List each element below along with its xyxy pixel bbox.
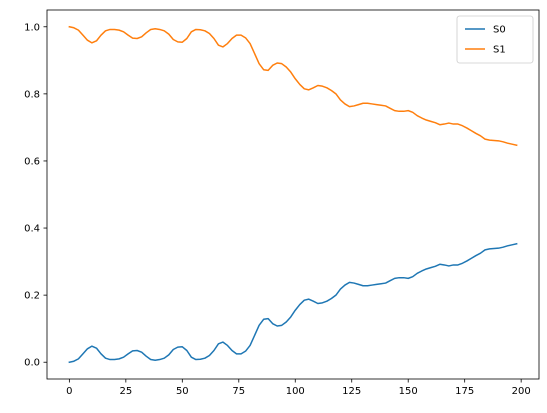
x-tick-label: 175 (455, 386, 474, 397)
y-tick-label: 0.0 (24, 358, 40, 369)
series-layer (68, 25, 518, 364)
series-line-S1 (68, 25, 518, 147)
y-tick-label: 0.4 (24, 224, 40, 235)
x-tick-label: 0 (66, 386, 72, 397)
legend-label: S1 (493, 45, 506, 56)
x-tick-label: 200 (512, 386, 531, 397)
x-tick-label: 75 (232, 386, 245, 397)
legend-label: S0 (493, 25, 506, 36)
y-tick-label: 0.8 (24, 89, 40, 100)
y-axis-ticks: 0.0 0.2 0.4 0.6 0.8 1.0 (24, 22, 47, 369)
x-tick-label: 25 (119, 386, 132, 397)
axes-frame (46, 9, 540, 380)
series-line-S0 (68, 242, 518, 364)
x-axis-ticks: 0 25 50 75 100 125 150 175 200 (66, 379, 531, 397)
legend-box (456, 15, 534, 64)
y-tick-label: 1.0 (24, 22, 40, 33)
x-tick-label: 100 (286, 386, 305, 397)
legend: S0 S1 (456, 15, 534, 64)
x-tick-label: 125 (342, 386, 361, 397)
x-tick-label: 150 (399, 386, 418, 397)
y-tick-label: 0.6 (24, 156, 40, 167)
x-tick-label: 50 (176, 386, 189, 397)
y-tick-label: 0.2 (24, 291, 40, 302)
